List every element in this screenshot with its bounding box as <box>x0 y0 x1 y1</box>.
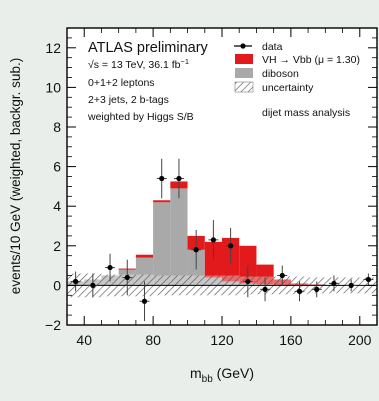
legend-label-diboson: diboson <box>262 68 299 80</box>
data-point <box>210 237 216 243</box>
y-axis-label: events/10 GeV (weighted, backgr. sub.) <box>8 58 23 294</box>
data-point <box>245 278 251 285</box>
x-tick-label: 160 <box>279 332 303 348</box>
bar-vh <box>153 200 171 203</box>
y-tick-label: 0 <box>53 277 61 293</box>
data-point <box>141 298 148 304</box>
x-tick-label: 40 <box>76 332 92 348</box>
y-tick-label: 10 <box>45 79 61 95</box>
bar-diboson <box>170 188 188 286</box>
legend: data VH → Vbb (μ = 1.30) diboson uncerta… <box>234 41 360 94</box>
info-line-leptons: 0+1+2 leptons <box>88 77 155 89</box>
info-line-weighting: weighted by Higgs S/B <box>87 111 194 123</box>
y-tick-label: 6 <box>53 159 61 175</box>
data-points <box>70 158 374 322</box>
info-line-energy: √s = 13 TeV, 36.1 fb−1 <box>88 57 189 71</box>
data-point <box>90 282 96 288</box>
axis-ticks <box>66 27 378 326</box>
y-tick-label: −2 <box>45 317 61 333</box>
data-point <box>73 278 79 285</box>
data-point <box>193 247 199 253</box>
legend-entry-vh: VH → Vbb (μ = 1.30) <box>235 54 360 66</box>
y-tick-label: 12 <box>45 40 61 56</box>
bar-diboson <box>153 202 171 286</box>
annotation-dijet: dijet mass analysis <box>262 107 350 119</box>
legend-entry-uncertainty: uncertainty <box>234 81 314 94</box>
legend-data-marker <box>240 43 246 49</box>
y-tick-label: 4 <box>53 198 61 214</box>
lumi-superscript: −1 <box>180 57 189 66</box>
data-point <box>365 276 371 283</box>
y-tick-label: 8 <box>53 119 61 135</box>
data-point <box>296 288 303 294</box>
bar-vh <box>239 245 257 284</box>
bar-vh <box>135 254 154 258</box>
data-point <box>228 243 234 249</box>
legend-swatch-diboson <box>235 68 253 78</box>
data-point <box>176 175 182 182</box>
data-point <box>314 286 320 292</box>
legend-swatch-vh <box>235 54 253 64</box>
legend-label-vh: VH → Vbb (μ = 1.30) <box>262 54 360 66</box>
info-line-jets: 2+3 jets, 2 b-tags <box>88 94 169 106</box>
legend-label-uncertainty: uncertainty <box>262 82 314 94</box>
x-axis-label: mbb (GeV) <box>190 365 254 385</box>
data-point <box>262 286 268 292</box>
x-tick-label: 80 <box>145 332 161 348</box>
legend-entry-data: data <box>234 41 283 53</box>
y-tick-label: 2 <box>53 238 61 254</box>
x-tick-label: 120 <box>210 332 234 348</box>
legend-entry-diboson: diboson <box>235 68 299 80</box>
x-tick-label: 200 <box>348 332 372 348</box>
data-point <box>279 272 285 279</box>
data-point <box>348 282 354 288</box>
x-axis-label-subscript: bb <box>202 374 214 385</box>
data-point <box>331 280 337 287</box>
data-point <box>107 264 113 271</box>
chart-title: ATLAS preliminary <box>88 40 209 56</box>
legend-label-data: data <box>262 41 283 53</box>
legend-swatch-uncertainty <box>234 81 254 93</box>
tick-labels: −2 0 2 4 6 8 10 12 40 80 120 160 200 <box>45 40 372 348</box>
data-point <box>124 274 130 281</box>
data-point <box>159 175 165 182</box>
